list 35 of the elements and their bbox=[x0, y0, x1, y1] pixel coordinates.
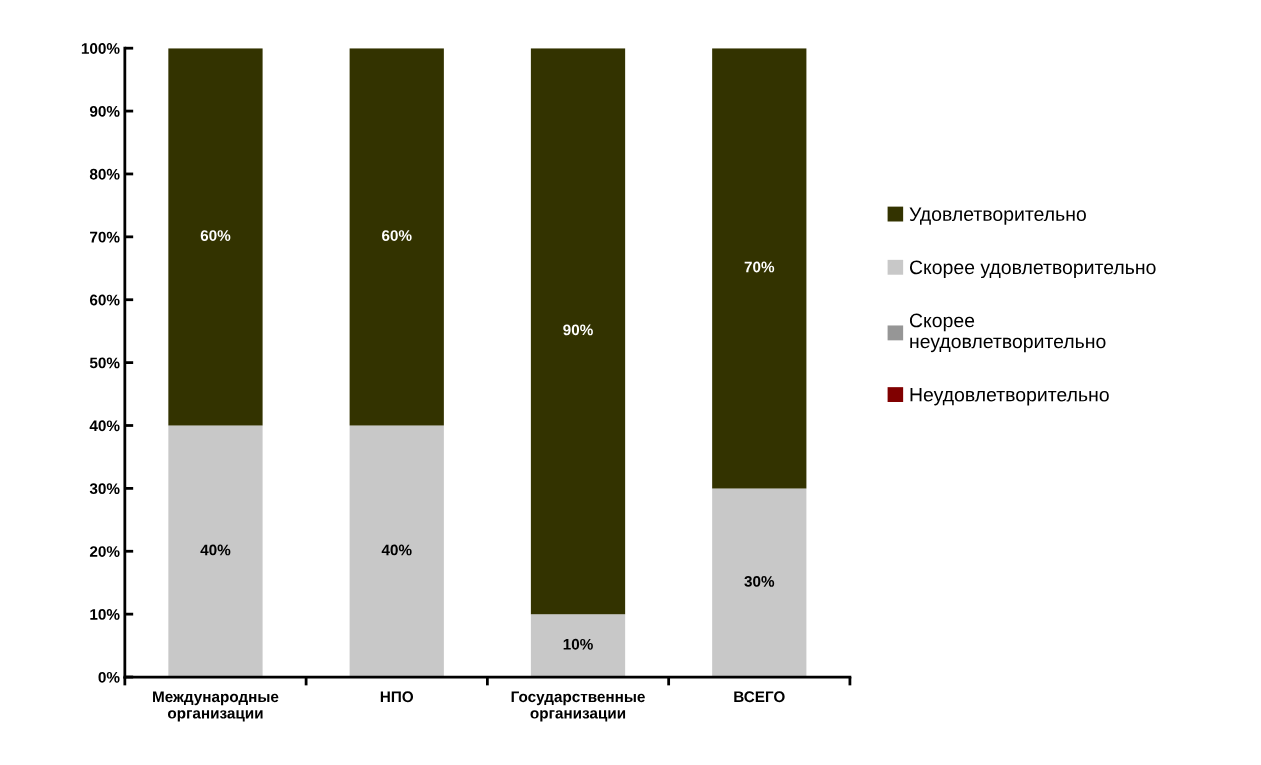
data-label: 70% bbox=[744, 261, 775, 273]
bar bbox=[168, 425, 263, 678]
y-tick-label: 30% bbox=[89, 483, 120, 495]
data-label: 40% bbox=[381, 544, 412, 556]
legend-label: Скорее удовлетворительно bbox=[909, 260, 1156, 279]
y-tick-label: 40% bbox=[89, 420, 120, 432]
x-tick-label: НПО bbox=[380, 691, 414, 703]
x-tick-label: Государственные организации bbox=[511, 691, 645, 722]
y-tick-label: 10% bbox=[90, 609, 120, 620]
y-tick-label: 80% bbox=[89, 168, 120, 180]
y-tick-label: 70% bbox=[90, 231, 120, 243]
legend-label: Неудовлетворительно bbox=[910, 387, 1109, 406]
bar bbox=[712, 48, 807, 489]
bar bbox=[349, 48, 444, 426]
x-tick-label: Международные организации bbox=[153, 691, 279, 722]
x-tick-label: ВСЕГО bbox=[734, 691, 785, 703]
legend-label: Удовлетворительно bbox=[909, 207, 1086, 225]
y-tick-label: 100% bbox=[81, 43, 120, 54]
bar bbox=[530, 614, 626, 678]
y-tick-label: 0% bbox=[98, 671, 120, 683]
bar bbox=[168, 48, 263, 426]
y-tick-label: 60% bbox=[89, 294, 120, 306]
data-label: 90% bbox=[563, 324, 593, 336]
bar bbox=[530, 48, 626, 615]
data-label: 40% bbox=[200, 544, 231, 556]
legend-label: Скорее неудовлетворительно bbox=[909, 313, 1106, 353]
y-tick-label: 90% bbox=[89, 105, 120, 117]
data-label: 60% bbox=[200, 230, 231, 241]
data-label: 60% bbox=[382, 230, 412, 241]
data-label: 30% bbox=[744, 575, 775, 587]
y-tick-label: 20% bbox=[89, 546, 120, 557]
data-label: 10% bbox=[563, 638, 593, 650]
y-tick-label: 50% bbox=[89, 357, 120, 369]
bar bbox=[349, 425, 444, 678]
bar bbox=[712, 488, 807, 678]
